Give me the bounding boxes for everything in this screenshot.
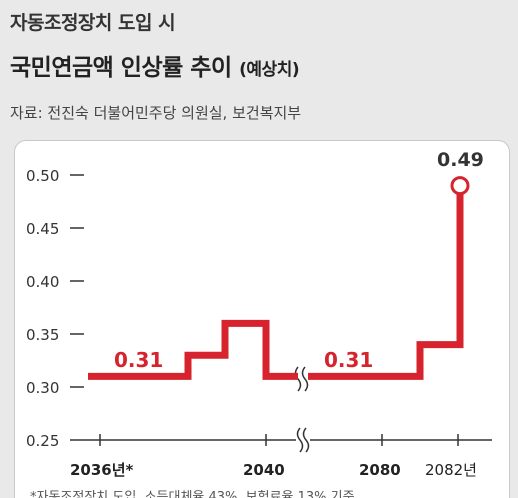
- y-tick-label: 0.40: [26, 273, 59, 291]
- y-tick-label: 0.50: [26, 167, 59, 185]
- end-point-marker: [450, 176, 470, 196]
- chart-title-line2: 국민연금액 인상률 추이 (예상치): [10, 48, 300, 82]
- chart-title-line1: 자동조정장치 도입 시: [10, 12, 176, 34]
- data-label-end: 0.49: [437, 149, 484, 171]
- x-axis-break-icon: [296, 427, 310, 453]
- x-tick-label: 2080: [359, 461, 401, 479]
- chart-panel: [14, 140, 510, 498]
- data-label: 0.31: [324, 348, 373, 372]
- chart-title-suffix: (예상치): [239, 60, 300, 80]
- footnote: *자동조정장치 도입, 소득대체율 43%, 보험료율 13% 기준: [30, 490, 355, 498]
- y-tick-label: 0.25: [26, 432, 59, 450]
- x-tick-label: 2040: [243, 461, 285, 479]
- y-tick-label: 0.30: [26, 379, 59, 397]
- x-axis: 2036년* 2040 2080 2082년: [70, 427, 492, 479]
- x-tick-label: 2036년*: [70, 461, 134, 479]
- y-axis: 0.50 0.45 0.40 0.35 0.30 0.25: [26, 167, 84, 450]
- series-line-left: [88, 319, 298, 380]
- chart-title-main: 국민연금액 인상률 추이: [10, 55, 232, 81]
- data-label: 0.31: [114, 348, 163, 372]
- y-tick-label: 0.35: [26, 326, 59, 344]
- source-text: 자료: 전진숙 더불어민주당 의원실, 보건복지부: [10, 104, 302, 122]
- y-tick-label: 0.45: [26, 220, 59, 238]
- series-line-right: [308, 185, 464, 380]
- x-tick-label: 2082년: [425, 461, 477, 479]
